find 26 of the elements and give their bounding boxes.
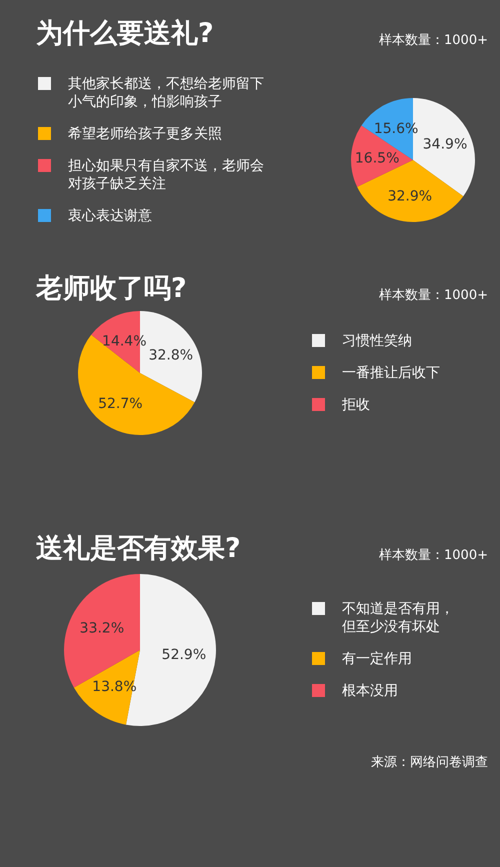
source-note: 来源：网络问卷调查 xyxy=(371,755,488,770)
data-label: 32.9% xyxy=(388,188,432,205)
legend-label: 不知道是否有用，但至少没有坏处 xyxy=(342,601,454,635)
legend-label: 衷心表达谢意 xyxy=(68,208,152,224)
legend-label: 担心如果只有自家不送，老师会对孩子缺乏关注 xyxy=(68,158,264,192)
data-label: 33.2% xyxy=(80,620,124,637)
chart-title: 老师收了吗? xyxy=(35,273,187,304)
legend-label: 拒收 xyxy=(341,397,370,413)
chart-subtitle: 样本数量：1000+ xyxy=(379,288,488,303)
chart-subtitle: 样本数量：1000+ xyxy=(379,33,488,48)
pie-slice xyxy=(74,650,140,725)
legend-label: 习惯性笑纳 xyxy=(342,333,412,349)
legend-label: 一番推让后收下 xyxy=(342,365,440,381)
data-label: 52.7% xyxy=(98,396,143,412)
legend-label: 根本没用 xyxy=(342,683,398,699)
data-label: 34.9% xyxy=(422,136,468,153)
data-label: 16.5% xyxy=(354,150,400,166)
data-label: 32.8% xyxy=(148,347,194,364)
legend-label: 其他家长都送，不想给老师留下小气的印象，怕影响孩子 xyxy=(68,76,264,110)
data-label: 52.9% xyxy=(162,646,206,663)
chart-subtitle: 样本数量：1000+ xyxy=(379,548,488,563)
pie-slice xyxy=(78,334,195,435)
chart-title: 送礼是否有效果? xyxy=(36,533,241,564)
legend-label: 希望老师给孩子更多关照 xyxy=(68,126,222,142)
chart-title: 为什么要送礼? xyxy=(36,18,214,49)
legend-label: 有一定作用 xyxy=(342,651,412,667)
